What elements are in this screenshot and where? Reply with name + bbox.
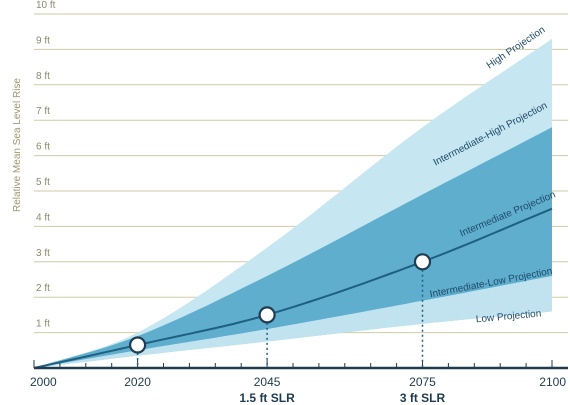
y-tick-label: 7 ft [36, 106, 50, 117]
slr-annotation: 3 ft SLR [400, 391, 446, 405]
y-tick-label: 4 ft [36, 212, 50, 223]
projection-marker [258, 306, 276, 324]
x-tick-label: 2045 [254, 375, 281, 389]
x-tick-label: 2000 [30, 375, 57, 389]
center-line-layer [33, 207, 553, 369]
projection-marker [413, 253, 432, 271]
projection-marker [129, 336, 147, 354]
x-tick-label: 2100 [539, 375, 566, 389]
y-tick-label: 10 ft [36, 0, 56, 11]
intermediate-projection-line [33, 207, 553, 369]
axes: 2000 2020 2045 2075 2100 [30, 360, 568, 389]
y-tick-label: 8 ft [36, 71, 50, 82]
markers: 1.5 ft SLR 3 ft SLR [129, 253, 446, 405]
y-tick-label: 5 ft [36, 177, 50, 188]
y-tick-label: 1 ft [36, 319, 50, 330]
y-tick-label: 9 ft [36, 35, 50, 46]
y-tick-label: 3 ft [36, 248, 50, 259]
x-tick-label: 2075 [409, 375, 436, 389]
intermediate-projection-band [34, 127, 552, 368]
projection-bands [34, 38, 552, 369]
y-axis-label: Relative Mean Sea Level Rise [12, 78, 23, 212]
y-tick-label: 2 ft [36, 283, 50, 294]
x-tick-label: 2020 [124, 375, 151, 389]
y-tick-label: 6 ft [36, 142, 50, 153]
slr-annotation: 1.5 ft SLR [239, 391, 295, 405]
